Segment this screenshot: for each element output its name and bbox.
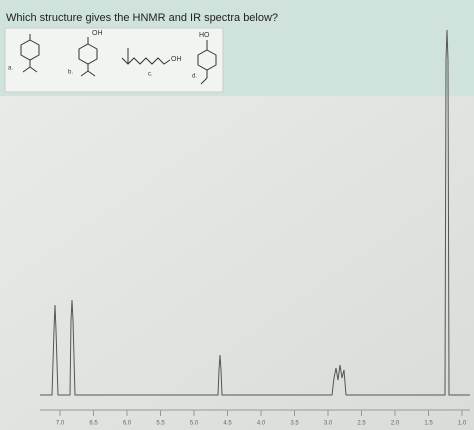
structure-group: OH <box>171 56 182 63</box>
structure-label: d. <box>192 74 197 80</box>
structure-label: c. <box>148 72 153 78</box>
spectrum-trace <box>40 29 470 411</box>
axis-label: 2.0 <box>391 421 400 427</box>
axis-label: 1.0 <box>458 421 467 427</box>
axis-label: 5.0 <box>190 421 199 427</box>
axis-label: 3.5 <box>290 421 299 427</box>
axis-label: 4.0 <box>257 421 266 427</box>
spectrum-panel <box>0 96 474 430</box>
axis-label: 7.0 <box>56 421 65 427</box>
structure-group: OH <box>92 30 103 37</box>
structures-box <box>4 27 224 93</box>
axis-label: 1.5 <box>424 421 433 427</box>
axis-label: 6.0 <box>123 421 132 427</box>
structure-drawings <box>20 34 217 85</box>
axis-label: 4.5 <box>223 421 232 427</box>
structure-group: HO <box>199 32 210 39</box>
structure-label: b. <box>68 70 73 76</box>
axis-label: 3.0 <box>324 421 333 427</box>
axis-label: 5.5 <box>156 421 165 427</box>
axis-label: 6.5 <box>89 421 98 427</box>
structure-label: a. <box>8 66 13 72</box>
axis-label: 2.5 <box>357 421 366 427</box>
axis: 7.0 6.5 6.0 5.5 5.0 4.5 4.0 3.5 3.0 2.5 2.0 1.5 1.0 <box>56 410 467 427</box>
question: Which structure gives the HNMR and IR sp… <box>6 12 278 24</box>
